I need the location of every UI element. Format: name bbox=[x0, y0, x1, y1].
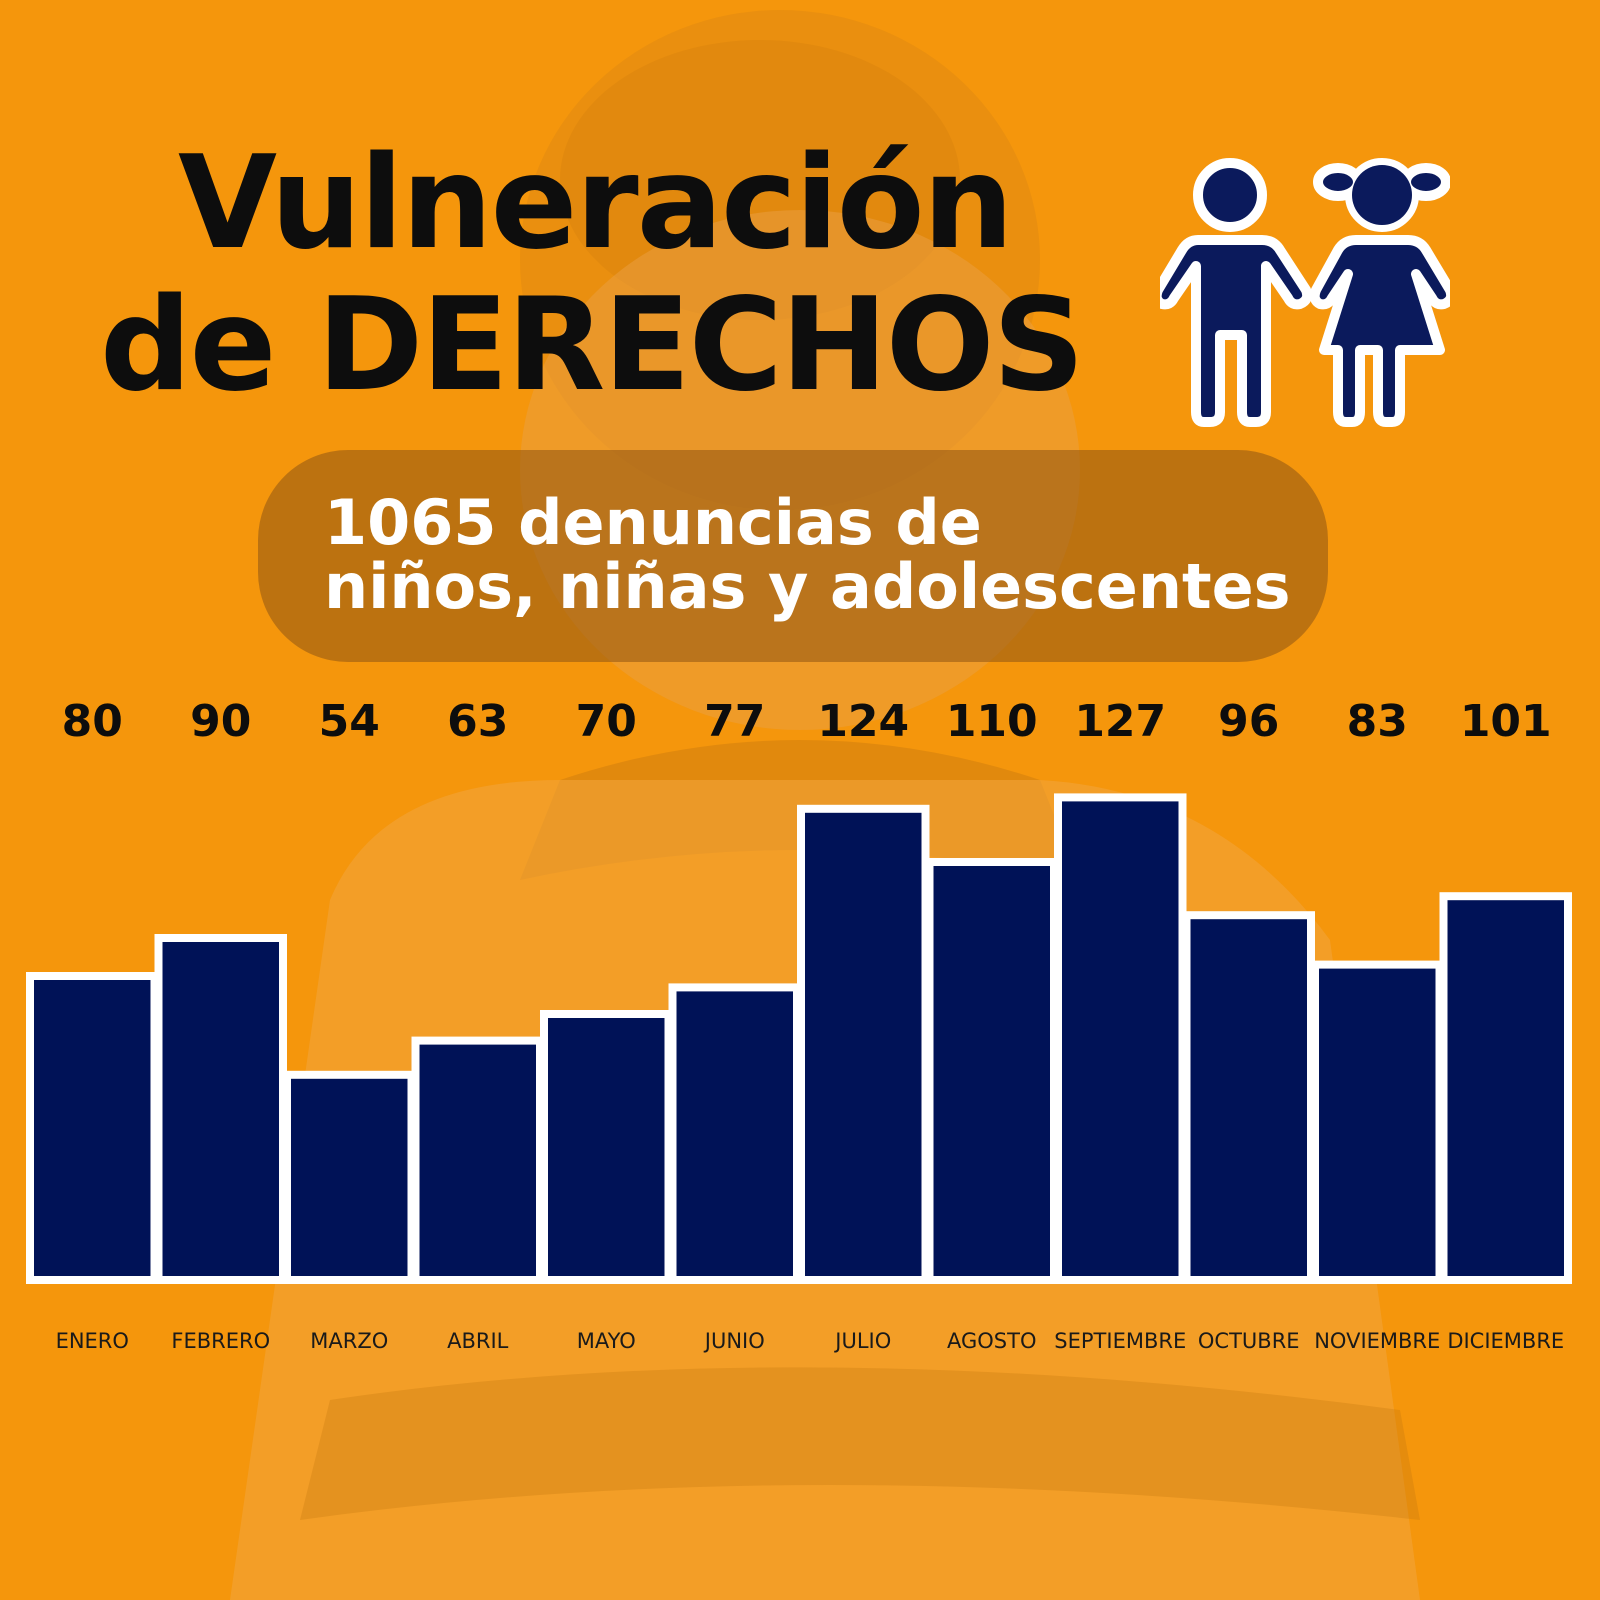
bar-noviembre bbox=[1311, 960, 1444, 1284]
value-label-marzo: 54 bbox=[319, 696, 380, 747]
bar-febrero bbox=[154, 934, 287, 1284]
value-label-septiembre: 127 bbox=[1074, 696, 1166, 747]
month-label-agosto: AGOSTO bbox=[947, 1329, 1037, 1353]
bar-chart: 80 90 54 63 70 77 124 110 127 96 83 101 ENERO FEBRER… bbox=[26, 696, 1572, 1353]
subtitle-box: 1065 denuncias de niños, niñas y adolesc… bbox=[258, 450, 1328, 662]
month-label-abril: ABRIL bbox=[447, 1329, 509, 1353]
value-labels: 80 90 54 63 70 77 124 110 127 96 83 101 bbox=[62, 696, 1552, 747]
bar-julio bbox=[797, 804, 930, 1285]
month-label-mayo: MAYO bbox=[577, 1329, 636, 1353]
title-line-1: Vulneración bbox=[178, 129, 1014, 278]
month-label-julio: JULIO bbox=[833, 1329, 891, 1353]
value-label-mayo: 70 bbox=[576, 696, 637, 747]
month-labels: ENERO FEBRERO MARZO ABRIL MAYO JUNIO JULIO AGOS… bbox=[56, 1329, 1565, 1353]
month-label-marzo: MARZO bbox=[310, 1329, 388, 1353]
value-label-noviembre: 83 bbox=[1347, 696, 1408, 747]
bar-mayo bbox=[540, 1010, 673, 1284]
bar-abril bbox=[411, 1036, 544, 1284]
bar-marzo bbox=[283, 1070, 416, 1284]
title-line-2: de DERECHOS bbox=[100, 271, 1085, 420]
value-label-junio: 77 bbox=[704, 696, 765, 747]
bar-junio bbox=[668, 983, 801, 1284]
boy-and-girl-icon bbox=[1160, 158, 1450, 427]
month-label-febrero: FEBRERO bbox=[171, 1329, 270, 1353]
month-label-diciembre: DICIEMBRE bbox=[1447, 1329, 1564, 1353]
subtitle-line-1: 1065 denuncias de bbox=[324, 486, 982, 559]
value-label-enero: 80 bbox=[62, 696, 123, 747]
value-label-abril: 63 bbox=[447, 696, 508, 747]
bar-diciembre bbox=[1439, 892, 1572, 1284]
bar-enero bbox=[26, 972, 159, 1284]
value-label-octubre: 96 bbox=[1218, 696, 1279, 747]
month-label-octubre: OCTUBRE bbox=[1198, 1329, 1300, 1353]
value-label-agosto: 110 bbox=[946, 696, 1038, 747]
month-label-noviembre: NOVIEMBRE bbox=[1314, 1329, 1440, 1353]
month-label-junio: JUNIO bbox=[703, 1329, 765, 1353]
bar-octubre bbox=[1182, 911, 1315, 1284]
value-label-julio: 124 bbox=[817, 696, 909, 747]
bar-agosto bbox=[925, 858, 1058, 1284]
month-label-septiembre: SEPTIEMBRE bbox=[1054, 1329, 1186, 1353]
value-label-diciembre: 101 bbox=[1460, 696, 1552, 747]
bar-septiembre bbox=[1054, 793, 1187, 1285]
bars bbox=[26, 793, 1572, 1285]
subtitle-line-2: niños, niñas y adolescentes bbox=[324, 550, 1291, 623]
value-label-febrero: 90 bbox=[190, 696, 251, 747]
month-label-enero: ENERO bbox=[56, 1329, 129, 1353]
